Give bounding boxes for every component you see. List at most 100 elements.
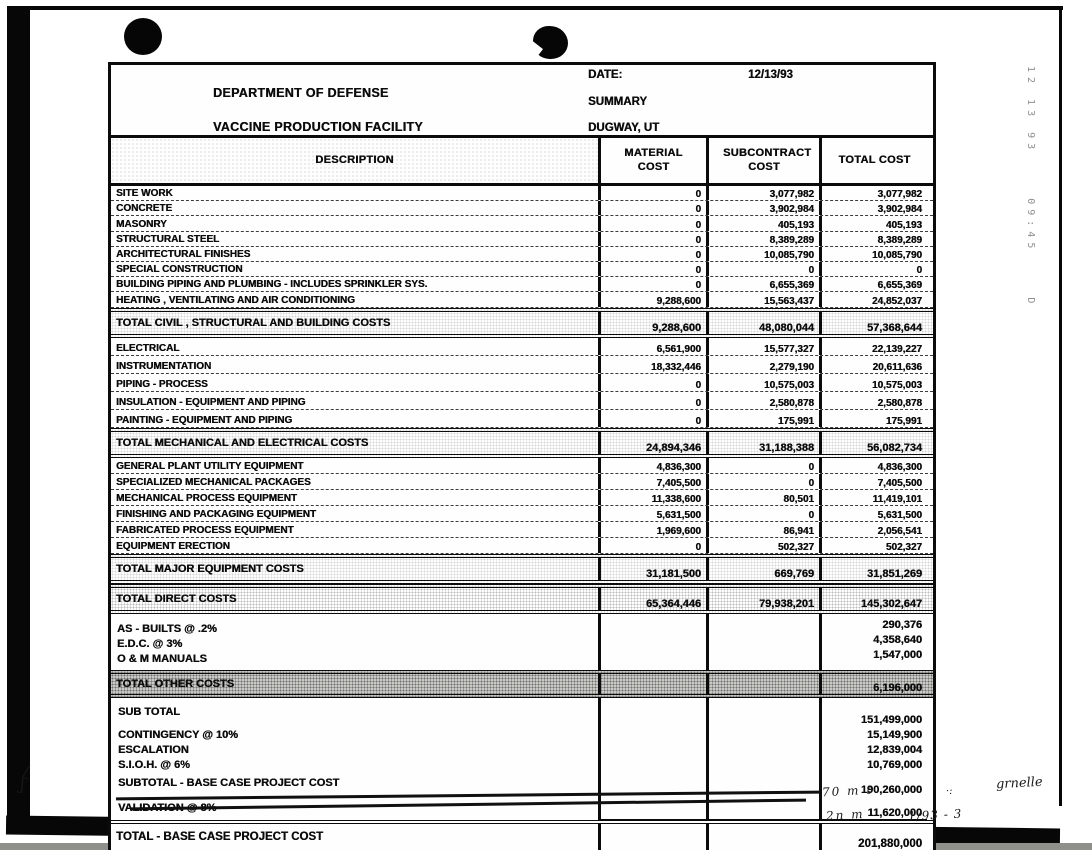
subcontract-cost-cell (706, 823, 819, 850)
total-cost-cell: 10,085,790 (819, 246, 927, 261)
material-cost-cell: 9,288,600 (598, 292, 706, 307)
subcontract-cost-cell: 502,327 (706, 537, 819, 553)
subcontract-cost-cell: 0 (706, 473, 819, 489)
subcontract-cost-cell: 2,580,878 (706, 391, 819, 409)
total-cost-cell: 57,368,644 (819, 311, 927, 334)
subcontract-cost-cell: 0 (706, 261, 819, 277)
organization-name: DEPARTMENT OF DEFENSE (213, 86, 389, 100)
table-row: FINISHING AND PACKAGING EQUIPMENT 5,631,5… (111, 505, 933, 522)
row-description: MECHANICAL PROCESS EQUIPMENT (116, 492, 297, 504)
scan-edge-top (7, 6, 1063, 10)
summary-row: CONTINGENCY @ 10% 15,149,900 (111, 725, 933, 741)
fax-timestamp-vertical: 12 13 93 09:45 D (1025, 66, 1036, 309)
final-total-row: TOTAL - BASE CASE PROJECT COST 201,880,00… (111, 819, 933, 850)
table-row: CONCRETE 0 3,902,984 3,902,984 (111, 201, 933, 217)
subcontract-cost-cell (706, 794, 819, 821)
material-cost-cell: 0 (598, 277, 706, 292)
subcontract-cost-cell (706, 697, 819, 726)
column-header-description: DESCRIPTION (111, 138, 598, 183)
table-row: PAINTING - EQUIPMENT AND PIPING 0 175,991 1… (111, 409, 933, 428)
subcontract-cost-cell: 3,902,984 (706, 201, 819, 216)
subcontract-cost-cell (706, 613, 819, 670)
row-description: INSTRUMENTATION (116, 360, 212, 372)
material-cost-cell: 11,338,600 (598, 489, 706, 505)
subcontract-cost-cell (706, 755, 819, 771)
row-description: TOTAL CIVIL , STRUCTURAL AND BUILDING CO… (116, 316, 391, 329)
subcontract-cost-cell: 2,279,190 (706, 355, 819, 373)
total-cost-cell: 151,499,000 (819, 697, 927, 726)
material-cost-cell: 0 (598, 373, 706, 391)
date-value: 12/13/93 (748, 69, 793, 81)
total-cost-cell: 3,077,982 (819, 186, 927, 201)
material-cost-cell: 9,288,600 (598, 311, 706, 334)
row-description: S.I.O.H. @ 6% (118, 758, 190, 771)
column-header-total-cost: TOTAL COST (819, 138, 927, 183)
subcontract-cost-cell: 80,501 (706, 489, 819, 505)
punch-hole-mark-center (533, 26, 568, 59)
material-cost-cell (598, 755, 706, 771)
material-cost-cell (598, 725, 706, 741)
total-cost-cell: 2,056,541 (819, 521, 927, 537)
other-cost-label: E.D.C. @ 3% (117, 637, 183, 650)
summary-row: SUB TOTAL 151,499,000 (111, 697, 933, 726)
summary-row: S.I.O.H. @ 6% 10,769,000 (111, 755, 933, 771)
subcontract-cost-cell: 8,389,289 (706, 231, 819, 246)
handwritten-note: 2n m (825, 807, 865, 823)
total-cost-cell: 5,631,500 (819, 505, 927, 521)
row-description: TOTAL - BASE CASE PROJECT COST (116, 830, 324, 843)
table-row: GENERAL PLANT UTILITY EQUIPMENT 4,836,300… (111, 457, 933, 474)
row-description: TOTAL OTHER COSTS (116, 677, 234, 690)
other-cost-value: 1,547,000 (873, 648, 922, 661)
row-description: PIPING - PROCESS (116, 378, 208, 390)
subcontract-cost-cell: 86,941 (706, 521, 819, 537)
material-cost-cell (598, 823, 706, 850)
section-total-row: TOTAL MECHANICAL AND ELECTRICAL COSTS 24,… (111, 427, 933, 458)
other-cost-value: 290,376 (882, 618, 922, 631)
total-cost-cell: 7,405,500 (819, 473, 927, 489)
scan-edge-right (1059, 6, 1062, 806)
total-cost-cell: 145,302,647 (819, 587, 927, 610)
row-description: MASONRY (116, 218, 167, 230)
table-row: EQUIPMENT ERECTION 0 502,327 502,327 (111, 537, 933, 554)
row-description: GENERAL PLANT UTILITY EQUIPMENT (116, 460, 304, 472)
section-total-row: TOTAL MAJOR EQUIPMENT COSTS 31,181,500 669… (111, 553, 933, 584)
total-cost-cell: 8,389,289 (819, 231, 927, 246)
material-cost-cell: 24,894,346 (598, 431, 706, 454)
total-cost-cell: 24,852,037 (819, 292, 927, 307)
table-row: STRUCTURAL STEEL 0 8,389,289 8,389,289 (111, 231, 933, 247)
total-cost-cell: 190,260,000 (819, 770, 927, 796)
punch-hole-mark-left (124, 18, 162, 55)
total-cost-cell: 10,575,003 (819, 373, 927, 391)
subcontract-cost-cell: 175,991 (706, 409, 819, 427)
row-description: HEATING , VENTILATING AND AIR CONDITIONI… (116, 294, 355, 306)
column-header-material-cost: MATERIAL COST (598, 138, 706, 183)
total-cost-cell: 201,880,000 (819, 823, 927, 850)
subcontract-cost-cell (706, 725, 819, 741)
scan-edge-left (7, 6, 30, 822)
row-description: BUILDING PIPING AND PLUMBING - INCLUDES … (116, 279, 428, 291)
row-description: SPECIAL CONSTRUCTION (116, 264, 243, 276)
material-cost-cell: 5,631,500 (598, 505, 706, 521)
facility-location: DUGWAY, UT (588, 122, 660, 134)
row-description: ARCHITECTURAL FINISHES (116, 248, 251, 260)
subcontract-cost-cell: 6,655,369 (706, 277, 819, 292)
summary-row: SUBTOTAL - BASE CASE PROJECT COST 190,260… (111, 770, 933, 796)
material-cost-cell: 0 (598, 246, 706, 261)
table-row: MASONRY 0 405,193 405,193 (111, 216, 933, 232)
table-row: INSULATION - EQUIPMENT AND PIPING 0 2,580,… (111, 391, 933, 410)
subcontract-cost-cell: 405,193 (706, 216, 819, 231)
material-cost-cell: 0 (598, 537, 706, 553)
handwritten-mark: ·: (945, 785, 953, 798)
material-cost-cell: 1,969,600 (598, 521, 706, 537)
material-cost-cell: 0 (598, 216, 706, 231)
row-description: CONTINGENCY @ 10% (118, 728, 238, 741)
table-row: SPECIAL CONSTRUCTION 0 0 0 (111, 261, 933, 278)
subcontract-cost-cell: 0 (706, 505, 819, 521)
row-description: CONCRETE (116, 203, 173, 215)
total-cost-cell: 12,839,004 (819, 740, 927, 756)
material-cost-cell (598, 697, 706, 726)
other-costs-labels: AS - BUILTS @ .2% E.D.C. @ 3% O & M MANUAL… (111, 614, 598, 670)
table-row: SITE WORK 0 3,077,982 3,077,982 (111, 186, 933, 202)
row-description: SPECIALIZED MECHANICAL PACKAGES (116, 476, 311, 488)
